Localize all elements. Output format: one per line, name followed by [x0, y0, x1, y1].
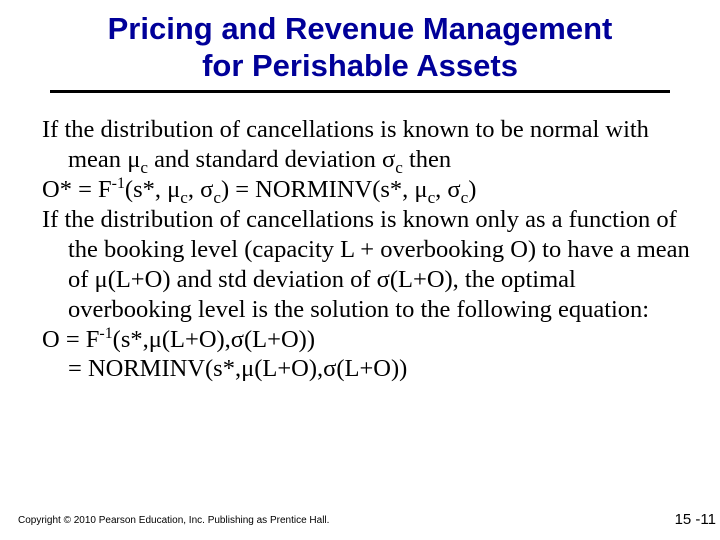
copyright-footer: Copyright © 2010 Pearson Education, Inc.…: [18, 515, 329, 526]
eq1-m4: ,: [435, 176, 447, 203]
eq3-b: ): [399, 355, 407, 382]
body-text: If the distribution of cancellations is …: [0, 93, 720, 384]
eq3-lo2: (L+O): [336, 355, 399, 382]
sup-neg1: -1: [112, 175, 125, 192]
eq2-sigma: σ: [231, 326, 244, 353]
eq3-lo1: (L+O): [254, 355, 317, 382]
eq1-m2: ,: [188, 176, 200, 203]
eq2-b: (s*,: [113, 326, 149, 353]
p2-lo1: (L+O): [108, 266, 171, 293]
p2-lo2: (L+O): [390, 266, 453, 293]
slide-title: Pricing and Revenue Management for Peris…: [20, 10, 700, 84]
title-block: Pricing and Revenue Management for Peris…: [0, 0, 720, 93]
eq3-a: = NORMINV(s*,: [68, 355, 241, 382]
eq2-sup: -1: [99, 324, 112, 341]
p2-sigma: σ: [377, 266, 390, 293]
p2-text-b: and std deviation of: [170, 266, 376, 293]
eq2-lo2: (L+O): [244, 326, 307, 353]
eq1-sigma: σ: [200, 176, 213, 203]
eq1-m3: ) = NORMINV(s*,: [221, 176, 414, 203]
eq1-mu: μ: [167, 176, 180, 203]
eq2-lo1: (L+O): [162, 326, 225, 353]
mu-symbol: μ: [127, 146, 140, 173]
p1-text-b: and standard deviation: [148, 146, 382, 173]
paragraph-1: If the distribution of cancellations is …: [42, 115, 690, 175]
slide-number: 15 -11: [675, 511, 716, 528]
equation-3: = NORMINV(s*,μ(L+O),σ(L+O)): [42, 354, 690, 384]
equation-2: O = F-1(s*,μ(L+O),σ(L+O)): [42, 325, 690, 355]
eq1-end: ): [468, 176, 476, 203]
p1-text-c: then: [403, 146, 451, 173]
eq1-lhs: O* = F: [42, 176, 112, 203]
eq1-mu2: μ: [414, 176, 427, 203]
p2-mu: μ: [95, 266, 108, 293]
equation-1: O* = F-1(s*, μc, σc) = NORMINV(s*, μc, σ…: [42, 175, 690, 205]
eq2-a: O = F: [42, 326, 99, 353]
sigma-symbol: σ: [382, 146, 395, 173]
eq3-sigma: σ: [323, 355, 336, 382]
eq2-c: ): [307, 326, 315, 353]
eq2-mu: μ: [149, 326, 162, 353]
paragraph-2: If the distribution of cancellations is …: [42, 205, 690, 325]
title-line-1: Pricing and Revenue Management: [108, 11, 613, 46]
title-line-2: for Perishable Assets: [202, 48, 518, 83]
eq3-mu: μ: [241, 355, 254, 382]
eq1-sigma2: σ: [447, 176, 460, 203]
eq1-m1: (s*,: [125, 176, 167, 203]
